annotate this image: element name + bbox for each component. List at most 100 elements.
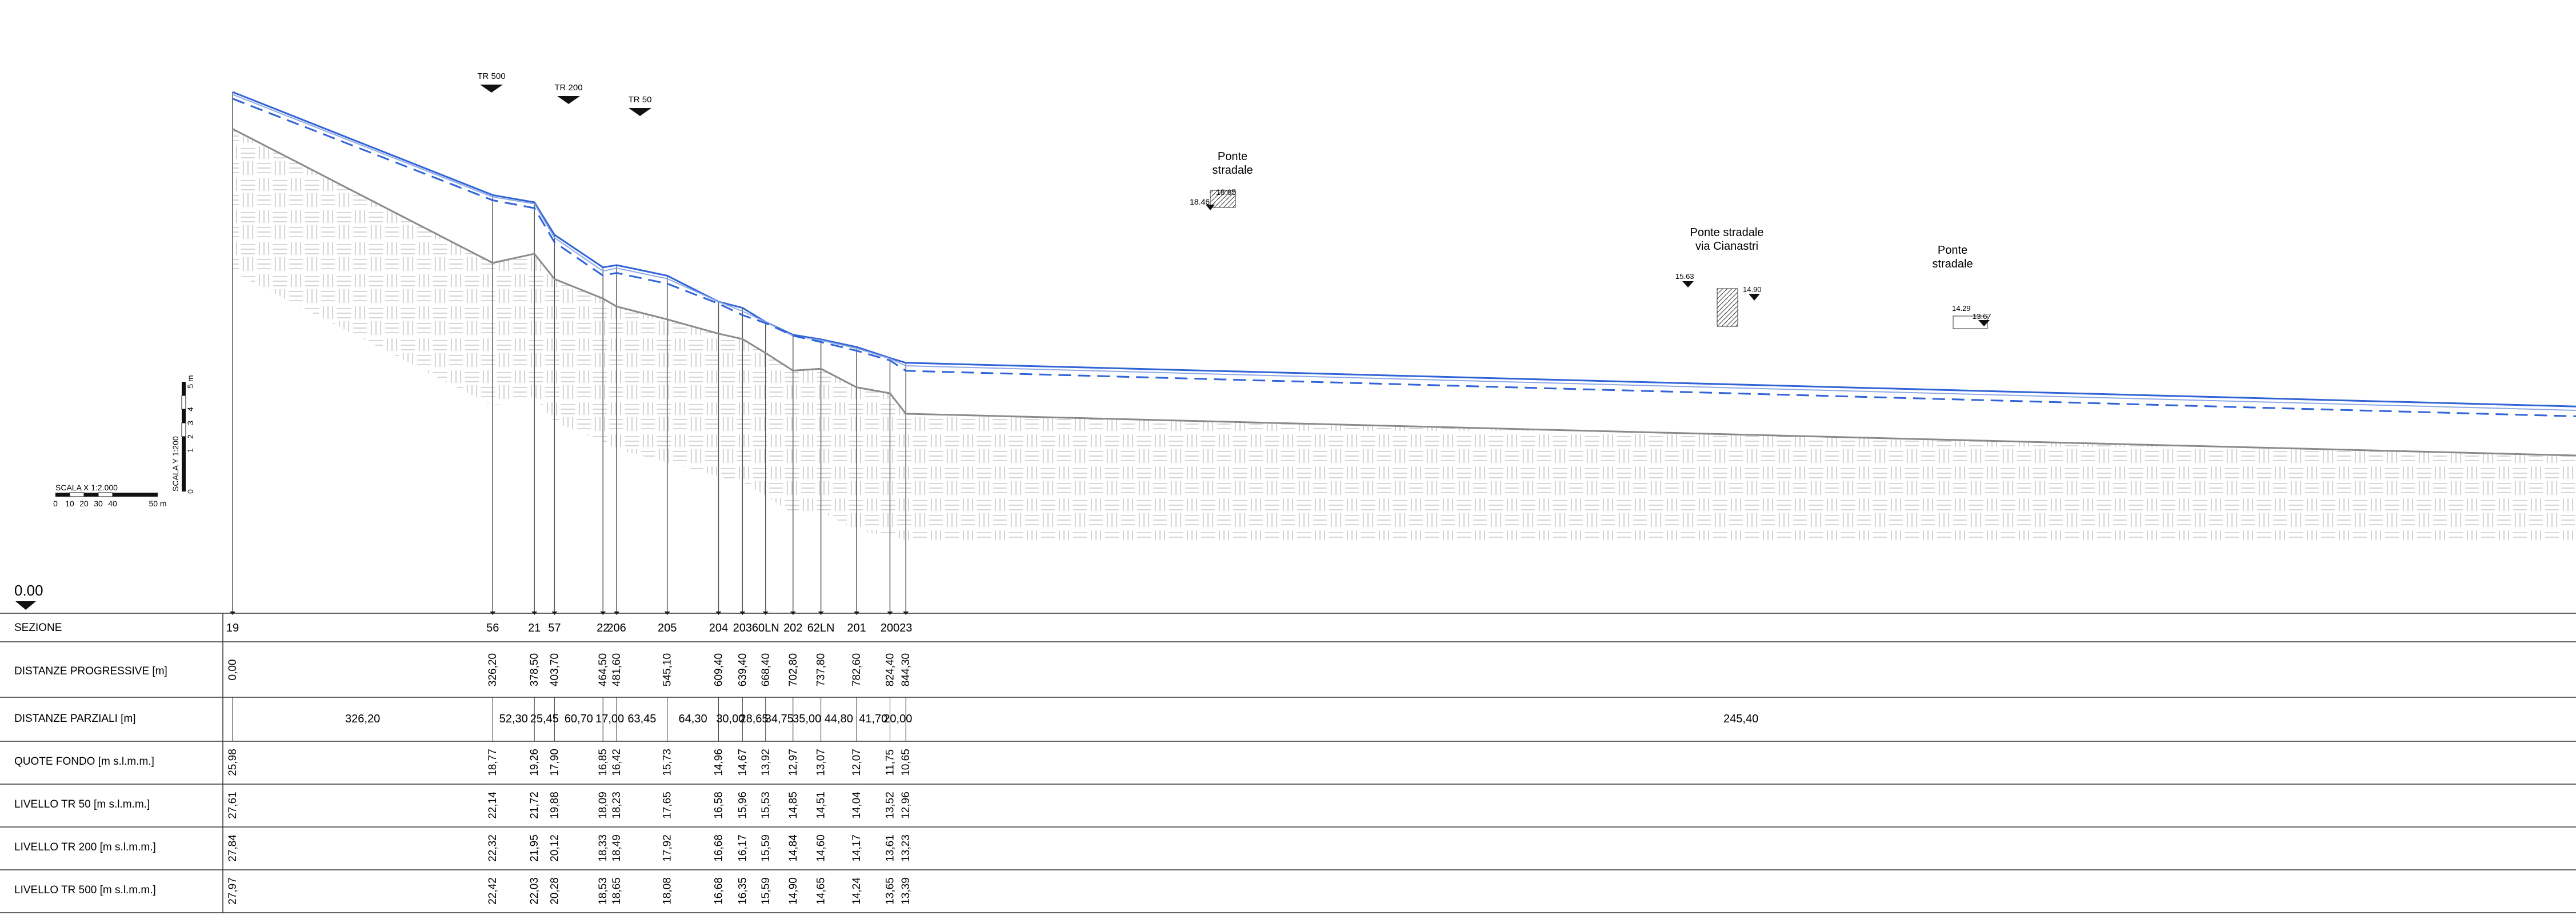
progressive-distance-cell: 378,50: [529, 653, 541, 686]
bed-elevation-cell: 15,73: [662, 749, 674, 776]
table-cells: 190,0025,9827,6127,8427,9756326,2018,772…: [226, 622, 1758, 905]
level-tr50-cell: 14,85: [787, 792, 799, 819]
partial-distance-cell: 28,65: [739, 713, 768, 725]
datum-label: 0.00: [14, 582, 43, 599]
progressive-distance-cell: 464,50: [597, 653, 609, 686]
progressive-distance-cell: 668,40: [760, 653, 772, 686]
partial-distance-cell: 35,00: [793, 713, 821, 725]
partial-distance-cell: 63,45: [627, 713, 656, 725]
section-name-cell: 62LN: [807, 622, 835, 634]
section-name-cell: 21: [528, 622, 541, 634]
progressive-distance-cell: 609,40: [713, 653, 725, 686]
level-tr500-cell: 22,42: [487, 877, 499, 905]
partial-distance-cell: 245,40: [1723, 713, 1758, 725]
section-name-cell: 204: [709, 622, 728, 634]
soil-hatch: [233, 129, 2576, 540]
level-tr200-cell: 21,95: [529, 834, 541, 862]
level-tr50-cell: 13,52: [884, 792, 896, 819]
level-tr200-cell: 15,59: [760, 834, 772, 862]
level-tr50-cell: 19,88: [549, 792, 561, 819]
bridge-1-level-b: 18.46: [1190, 197, 1210, 206]
partial-distance-cell: 326,20: [345, 713, 380, 725]
scale-x-tick-label: 0: [53, 499, 58, 508]
level-tr500-cell: 27,97: [227, 877, 239, 905]
section-name-cell: 201: [847, 622, 866, 634]
level-tr200-cell: 20,12: [549, 834, 561, 862]
level-tr200-cell: 27,84: [227, 834, 239, 862]
section-name-cell: 19: [226, 622, 239, 634]
scale-x-tick-label: 10: [65, 499, 74, 508]
level-tr500-cell: 16,68: [713, 877, 725, 905]
level-tr50-cell: 14,04: [851, 792, 863, 819]
bed-elevation-cell: 13,92: [760, 749, 772, 776]
level-tr200-cell: 16,68: [713, 834, 725, 862]
scale-y-ticks: 012345 m: [186, 375, 195, 494]
partial-distance-cell: 25,45: [530, 713, 559, 725]
bed-elevation-cell: 18,77: [487, 749, 499, 776]
vertical-scale-bar: SCALA Y 1:200 0 1 2 3 4 5 m: [171, 375, 195, 494]
table-row-labels: SEZIONE DISTANZE PROGRESSIVE [m] DISTANZ…: [14, 622, 167, 896]
bed-elevation-cell: 14,96: [713, 749, 725, 776]
scale-x-ticks: 0 10 20 30 40 50 m: [53, 499, 166, 508]
progressive-distance-cell: 545,10: [662, 653, 674, 686]
section-name-cell: 56: [486, 622, 499, 634]
bed-elevation-cell: 25,98: [227, 749, 239, 776]
level-tr500-cell: 13,65: [884, 877, 896, 905]
bridge-1-level-a: 18.65: [1216, 187, 1236, 197]
scale-y-tick-label: 0: [186, 489, 195, 494]
section-name-cell: 60LN: [752, 622, 779, 634]
level-tr200-cell: 18,49: [611, 834, 623, 862]
row-label-progressive-distances: DISTANZE PROGRESSIVE [m]: [14, 665, 167, 677]
scale-y-tick-label: 2: [186, 434, 195, 439]
level-tr200-cell: 14,84: [787, 834, 799, 862]
level-tr50-cell: 18,09: [597, 792, 609, 819]
bed-elevation-cell: 12,07: [851, 749, 863, 776]
level-tr200-cell: 22,32: [487, 834, 499, 862]
level-tr500-cell: 18,65: [611, 877, 623, 905]
row-label-level-tr50: LIVELLO TR 50 [m s.l.m.m.]: [14, 798, 150, 810]
bridge-2: Ponte stradale via Cianastri 15.63 14.90: [1675, 226, 1763, 326]
level-tr50-cell: 14,51: [815, 792, 827, 819]
bed-elevation-cell: 10,65: [900, 749, 912, 776]
bed-elevation-cell: 13,07: [815, 749, 827, 776]
level-tr200-cell: 17,92: [662, 834, 674, 862]
bed-elevation-cell: 16,85: [597, 749, 609, 776]
bed-elevation-cell: 17,90: [549, 749, 561, 776]
progressive-distance-cell: 481,60: [611, 653, 623, 686]
bridge-3: Ponte stradale 14.29 13.67: [1932, 244, 1991, 329]
flood-label-tr500: TR 500: [477, 71, 505, 93]
scale-y-tick-label: 5 m: [186, 375, 195, 388]
bridge-2-level-a: 15.63: [1675, 272, 1694, 281]
progressive-distance-cell: 326,20: [487, 653, 499, 686]
scale-y-tick-label: 1: [186, 448, 195, 453]
flood-label-tr200: TR 200: [554, 83, 582, 104]
flood-label-tr200-text: TR 200: [554, 83, 582, 93]
bed-elevation-cell: 19,26: [529, 749, 541, 776]
scale-x-label: SCALA X 1:2.000: [55, 483, 118, 492]
bridge-3-label-line2: stradale: [1932, 258, 1973, 270]
partial-distance-cell: 44,80: [825, 713, 853, 725]
partial-distance-cell: 60,70: [565, 713, 593, 725]
level-tr500-cell: 15,59: [760, 877, 772, 905]
row-label-level-tr500: LIVELLO TR 500 [m s.l.m.m.]: [14, 884, 156, 896]
progressive-distance-cell: 639,40: [737, 653, 749, 686]
level-tr50-cell: 27,61: [227, 792, 239, 819]
level-tr500-cell: 18,53: [597, 877, 609, 905]
level-tr50-cell: 17,65: [662, 792, 674, 819]
level-tr200-cell: 14,60: [815, 834, 827, 862]
level-tr500-cell: 13,39: [900, 877, 912, 905]
section-name-cell: 206: [607, 622, 626, 634]
level-tr50-cell: 18,23: [611, 792, 623, 819]
partial-distance-cell: 52,30: [499, 713, 528, 725]
section-name-cell: 23: [899, 622, 912, 634]
bed-elevation-cell: 16,42: [611, 749, 623, 776]
partial-distance-cell: 34,75: [765, 713, 794, 725]
bridge-2-label-line2: via Cianastri: [1695, 240, 1758, 253]
level-tr50-cell: 16,58: [713, 792, 725, 819]
table-grid: [0, 613, 2576, 913]
horizontal-scale-bar: SCALA X 1:2.000 0 10 20 30 40 50 m: [53, 483, 166, 508]
row-label-partial-distances: DISTANZE PARZIALI [m]: [14, 713, 136, 725]
partial-distance-cell: 17,00: [595, 713, 624, 725]
bridge-1-label-line1: Ponte: [1218, 150, 1247, 163]
